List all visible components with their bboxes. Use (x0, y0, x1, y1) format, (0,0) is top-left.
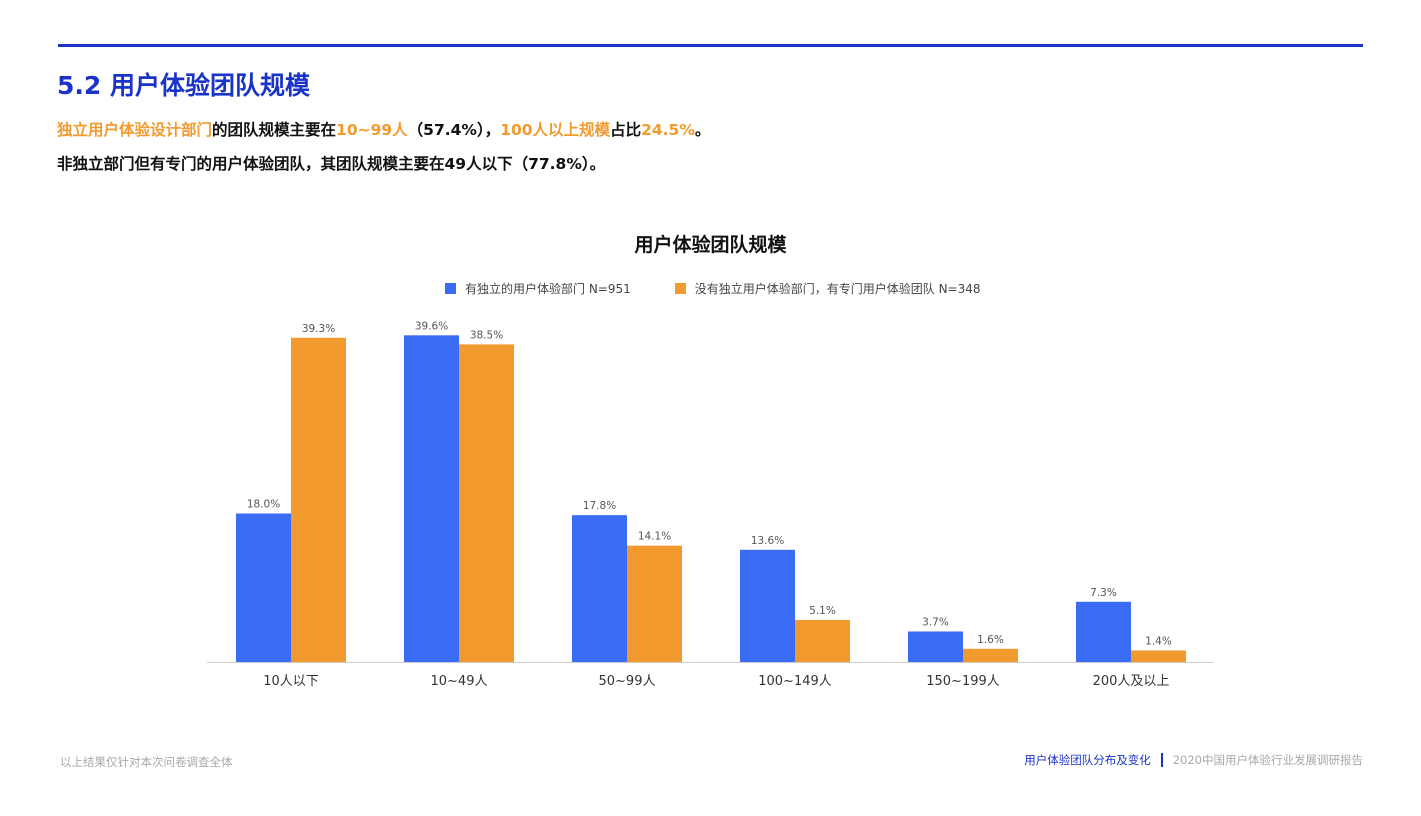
data-label: 39.3% (302, 323, 335, 335)
data-label: 18.0% (247, 499, 280, 511)
bar-dedicated-team-3 (795, 619, 850, 662)
data-label: 1.4% (1145, 635, 1172, 647)
data-label: 7.3% (1090, 587, 1117, 599)
footer-report-title: 2020中国用户体验行业发展调研报告 (1172, 753, 1363, 767)
data-label: 39.6% (415, 320, 448, 332)
section-title: 5.2 用户体验团队规模 (57, 71, 310, 100)
chart-legend: 有独立的用户体验部门 N=951 没有独立用户体验部门，有专门用户体验团队 N=… (445, 280, 1025, 296)
top-rule (58, 44, 1363, 47)
data-label: 1.6% (977, 634, 1004, 646)
summary-highlight-range: 10~99人 (336, 121, 408, 139)
x-tick-label: 10人以下 (263, 674, 319, 689)
summary-line-1: 独立用户体验设计部门的团队规模主要在10~99人（57.4%），100人以上规模… (57, 118, 710, 140)
data-label: 17.8% (583, 500, 616, 512)
bar-dedicated-team-5 (1131, 650, 1186, 662)
bar-independent-0 (236, 513, 291, 662)
summary-highlight-scale: 100人以上规模 (500, 121, 611, 139)
legend-label: 没有独立用户体验部门，有专门用户体验团队 N=348 (694, 281, 981, 296)
x-tick-label: 50~99人 (599, 674, 656, 689)
data-label: 13.6% (751, 535, 784, 547)
bar-dedicated-team-4 (963, 648, 1018, 662)
data-label: 14.1% (638, 531, 671, 543)
footer-divider (1160, 753, 1163, 767)
summary-highlight-dept: 独立用户体验设计部门 (57, 121, 213, 139)
data-label: 3.7% (922, 616, 949, 628)
summary-line-2: 非独立部门但有专门的用户体验团队，其团队规模主要在49人以下（77.8%）。 (57, 155, 606, 173)
legend-label: 有独立的用户体验部门 N=951 (465, 281, 631, 296)
legend-swatch-blue (445, 282, 456, 294)
bar-independent-5 (1076, 601, 1131, 662)
data-label: 38.5% (470, 329, 503, 341)
x-tick-label: 10~49人 (431, 674, 488, 689)
bar-independent-2 (572, 515, 627, 662)
summary-highlight-share: 24.5% (641, 121, 695, 139)
bar-independent-1 (404, 335, 459, 662)
x-tick-label: 150~199人 (926, 674, 1000, 689)
footer-section-title: 用户体验团队分布及变化 (1024, 753, 1151, 767)
summary-text: 。 (694, 121, 711, 139)
bar-dedicated-team-0 (291, 337, 346, 662)
data-label: 5.1% (809, 605, 836, 617)
bar-dedicated-team-1 (459, 344, 514, 662)
chart-title: 用户体验团队规模 (634, 234, 787, 256)
footnote: 以上结果仅针对本次问卷调查全体 (60, 755, 233, 769)
legend-swatch-orange (674, 282, 686, 294)
summary-text: 占比 (610, 121, 642, 139)
x-tick-label: 200人及以上 (1093, 674, 1170, 689)
page-footer: 用户体验团队分布及变化 2020中国用户体验行业发展调研报告 (1024, 752, 1363, 768)
legend-item-dedicated-team: 没有独立用户体验部门，有专门用户体验团队 N=348 (674, 280, 981, 297)
bar-independent-4 (908, 631, 963, 662)
legend-item-independent: 有独立的用户体验部门 N=951 (445, 280, 631, 297)
bar-dedicated-team-2 (627, 545, 682, 662)
summary-text: 的团队规模主要在 (212, 121, 337, 139)
bar-independent-3 (740, 549, 795, 662)
summary-text: （57.4%）， (407, 121, 501, 139)
x-tick-label: 100~149人 (758, 674, 832, 689)
